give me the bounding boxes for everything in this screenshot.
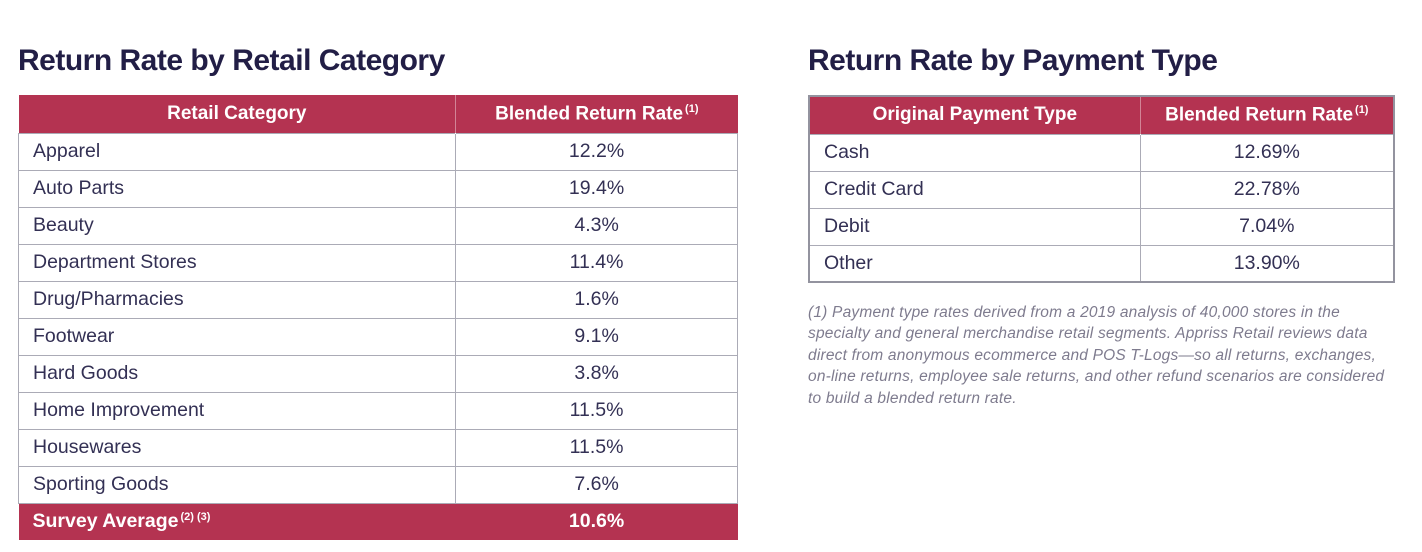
rate-cell: 7.6% bbox=[455, 465, 738, 504]
table-row: Housewares 11.5% bbox=[17, 428, 738, 467]
retail-category-title: Return Rate by Retail Category bbox=[18, 44, 445, 77]
column-header-blended-return-rate: Blended Return Rate (1) bbox=[455, 95, 738, 133]
payment-type-title: Return Rate by Payment Type bbox=[808, 44, 1218, 77]
rate-cell: 11.5% bbox=[455, 391, 738, 430]
rate-cell: 12.69% bbox=[1139, 133, 1395, 172]
column-header-label: Blended Return Rate bbox=[495, 102, 684, 124]
category-cell: Credit Card bbox=[808, 170, 1141, 209]
payment-type-footnote: (1) Payment type rates derived from a 20… bbox=[808, 304, 1385, 407]
table-row: Drug/Pharmacies 1.6% bbox=[17, 280, 738, 319]
table-body: Apparel 12.2% Auto Parts 19.4% Beauty 4.3% Dep… bbox=[17, 132, 738, 504]
table-footer: Survey Average (2) (3) 10.6% bbox=[18, 503, 738, 540]
column-header-label: Retail Category bbox=[167, 102, 307, 124]
table-body: Cash 12.69% Credit Card 22.78% Debit 7.04% Oth… bbox=[808, 133, 1395, 283]
category-cell: Cash bbox=[808, 133, 1141, 172]
summary-label-cell: Survey Average (2) (3) bbox=[18, 503, 456, 540]
rate-cell: 7.04% bbox=[1139, 207, 1395, 246]
rate-cell: 19.4% bbox=[455, 169, 738, 208]
rate-cell: 4.3% bbox=[455, 206, 738, 245]
category-cell: Footwear bbox=[17, 317, 457, 356]
table-row: Debit 7.04% bbox=[808, 207, 1395, 246]
rate-cell: 13.90% bbox=[1139, 244, 1395, 283]
table-row: Auto Parts 19.4% bbox=[17, 169, 738, 208]
column-header-original-payment-type: Original Payment Type bbox=[809, 96, 1141, 134]
rate-cell: 1.6% bbox=[455, 280, 738, 319]
table-row: Beauty 4.3% bbox=[17, 206, 738, 245]
table-header: Original Payment Type Blended Return Rat… bbox=[809, 96, 1394, 134]
table-row: Cash 12.69% bbox=[808, 133, 1395, 172]
rate-cell: 11.4% bbox=[455, 243, 738, 282]
category-cell: Apparel bbox=[17, 132, 457, 171]
column-header-label: Original Payment Type bbox=[872, 104, 1078, 126]
category-cell: Debit bbox=[808, 207, 1141, 246]
table-row: Sporting Goods 7.6% bbox=[17, 465, 738, 504]
category-cell: Home Improvement bbox=[17, 391, 457, 430]
footnote-marker: (1) bbox=[685, 102, 699, 115]
rate-cell: 12.2% bbox=[455, 132, 738, 171]
table-row: Hard Goods 3.8% bbox=[17, 354, 738, 393]
table-row: Home Improvement 11.5% bbox=[17, 391, 738, 430]
column-header-label: Blended Return Rate bbox=[1165, 104, 1354, 126]
summary-row: Survey Average (2) (3) 10.6% bbox=[18, 503, 738, 540]
rate-cell: 9.1% bbox=[455, 317, 738, 356]
table-row: Apparel 12.2% bbox=[17, 132, 738, 171]
header-row: Retail Category Blended Return Rate (1) bbox=[18, 95, 738, 133]
category-cell: Drug/Pharmacies bbox=[17, 280, 457, 319]
summary-value-cell: 10.6% bbox=[455, 503, 738, 540]
column-header-retail-category: Retail Category bbox=[18, 95, 456, 133]
category-cell: Hard Goods bbox=[17, 354, 457, 393]
category-cell: Sporting Goods bbox=[17, 465, 457, 504]
category-cell: Other bbox=[808, 244, 1141, 283]
retail-category-section: Return Rate by Retail Category Retail Ca… bbox=[17, 0, 738, 540]
column-header-blended-return-rate: Blended Return Rate (1) bbox=[1139, 96, 1394, 134]
category-cell: Housewares bbox=[17, 428, 457, 467]
footnote-marker: (1) bbox=[1355, 104, 1369, 117]
rate-cell: 11.5% bbox=[455, 428, 738, 467]
footnote-marker: (2) (3) bbox=[180, 510, 211, 523]
table-row: Footwear 9.1% bbox=[17, 317, 738, 356]
table-row: Other 13.90% bbox=[808, 244, 1395, 283]
category-cell: Beauty bbox=[17, 206, 457, 245]
rate-cell: 3.8% bbox=[455, 354, 738, 393]
rate-cell: 22.78% bbox=[1139, 170, 1395, 209]
payment-type-table: Original Payment Type Blended Return Rat… bbox=[808, 95, 1395, 283]
category-cell: Auto Parts bbox=[17, 169, 457, 208]
payment-type-section: Return Rate by Payment Type Original Pay… bbox=[808, 0, 1395, 409]
category-cell: Department Stores bbox=[17, 243, 457, 282]
table-row: Department Stores 11.4% bbox=[17, 243, 738, 282]
retail-category-table: Retail Category Blended Return Rate (1) A… bbox=[17, 95, 738, 540]
table-header: Retail Category Blended Return Rate (1) bbox=[18, 95, 738, 133]
header-row: Original Payment Type Blended Return Rat… bbox=[809, 96, 1394, 134]
summary-label: Survey Average bbox=[32, 510, 179, 533]
table-row: Credit Card 22.78% bbox=[808, 170, 1395, 209]
